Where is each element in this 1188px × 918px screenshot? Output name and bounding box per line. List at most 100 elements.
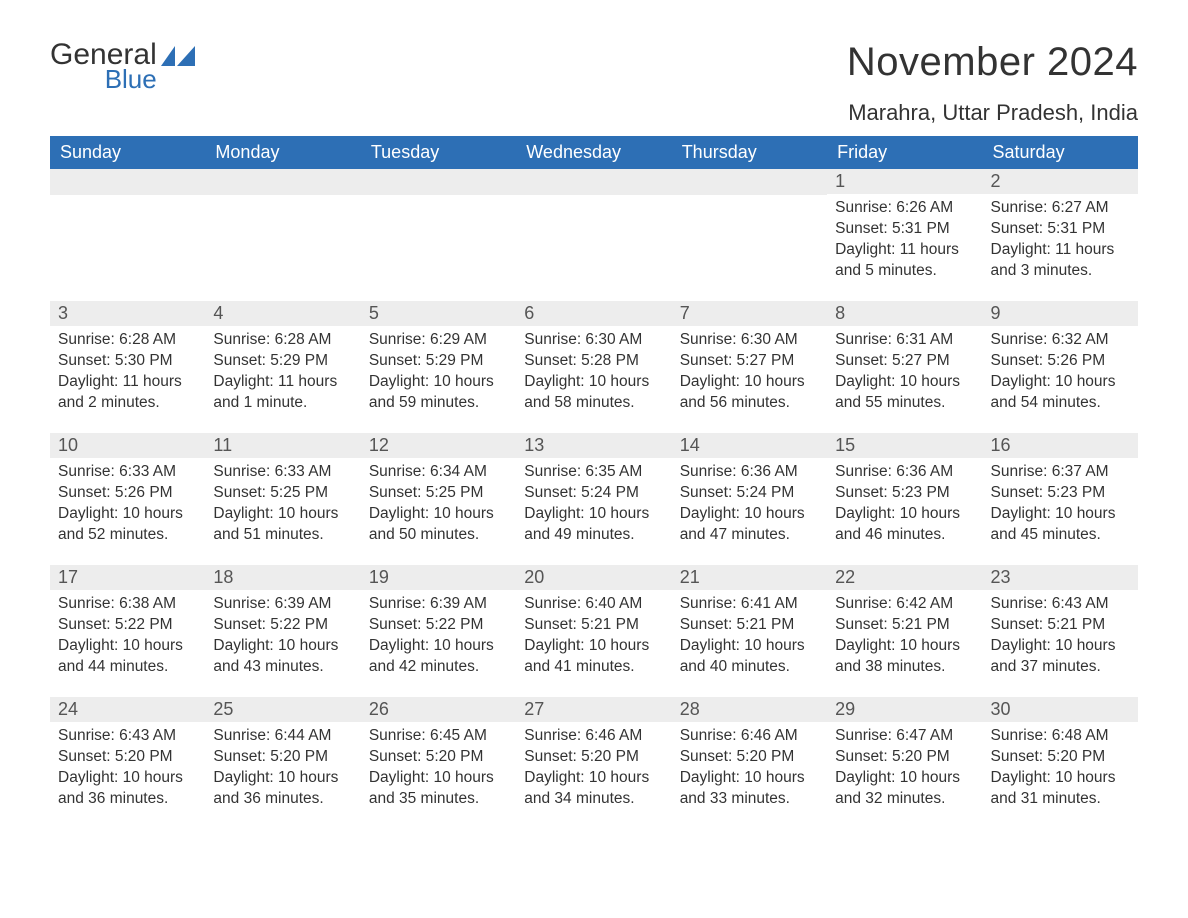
sunset-text: Sunset: 5:31 PM [991,219,1130,240]
week-row: 1Sunrise: 6:26 AMSunset: 5:31 PMDaylight… [50,169,1138,301]
day-cell: 17Sunrise: 6:38 AMSunset: 5:22 PMDayligh… [50,565,205,697]
day-details: Sunrise: 6:27 AMSunset: 5:31 PMDaylight:… [983,194,1138,286]
daylight-text: Daylight: 10 hours and 58 minutes. [524,372,663,414]
day-number: 19 [361,565,516,590]
day-details: Sunrise: 6:37 AMSunset: 5:23 PMDaylight:… [983,458,1138,550]
sunrise-text: Sunrise: 6:29 AM [369,330,508,351]
sunset-text: Sunset: 5:20 PM [369,747,508,768]
day-details: Sunrise: 6:43 AMSunset: 5:20 PMDaylight:… [50,722,205,814]
sunrise-text: Sunrise: 6:33 AM [58,462,197,483]
sunrise-text: Sunrise: 6:47 AM [835,726,974,747]
day-number [516,169,671,195]
day-number: 10 [50,433,205,458]
day-details [205,195,360,275]
sunset-text: Sunset: 5:21 PM [991,615,1130,636]
day-details: Sunrise: 6:46 AMSunset: 5:20 PMDaylight:… [672,722,827,814]
day-cell: 11Sunrise: 6:33 AMSunset: 5:25 PMDayligh… [205,433,360,565]
sunrise-text: Sunrise: 6:28 AM [58,330,197,351]
daylight-text: Daylight: 10 hours and 38 minutes. [835,636,974,678]
day-details: Sunrise: 6:44 AMSunset: 5:20 PMDaylight:… [205,722,360,814]
day-details: Sunrise: 6:30 AMSunset: 5:27 PMDaylight:… [672,326,827,418]
daylight-text: Daylight: 10 hours and 31 minutes. [991,768,1130,810]
day-number: 11 [205,433,360,458]
day-details: Sunrise: 6:47 AMSunset: 5:20 PMDaylight:… [827,722,982,814]
day-cell: 5Sunrise: 6:29 AMSunset: 5:29 PMDaylight… [361,301,516,433]
day-cell: 15Sunrise: 6:36 AMSunset: 5:23 PMDayligh… [827,433,982,565]
day-details: Sunrise: 6:33 AMSunset: 5:26 PMDaylight:… [50,458,205,550]
weekday-header: Sunday [50,136,205,169]
sunset-text: Sunset: 5:29 PM [213,351,352,372]
sunrise-text: Sunrise: 6:48 AM [991,726,1130,747]
day-details: Sunrise: 6:31 AMSunset: 5:27 PMDaylight:… [827,326,982,418]
day-details: Sunrise: 6:39 AMSunset: 5:22 PMDaylight:… [205,590,360,682]
daylight-text: Daylight: 10 hours and 32 minutes. [835,768,974,810]
sunset-text: Sunset: 5:26 PM [991,351,1130,372]
day-number: 21 [672,565,827,590]
day-number: 22 [827,565,982,590]
day-cell: 23Sunrise: 6:43 AMSunset: 5:21 PMDayligh… [983,565,1138,697]
sunset-text: Sunset: 5:20 PM [835,747,974,768]
day-number: 9 [983,301,1138,326]
day-details: Sunrise: 6:29 AMSunset: 5:29 PMDaylight:… [361,326,516,418]
day-cell: 26Sunrise: 6:45 AMSunset: 5:20 PMDayligh… [361,697,516,829]
daylight-text: Daylight: 10 hours and 36 minutes. [213,768,352,810]
day-cell: 22Sunrise: 6:42 AMSunset: 5:21 PMDayligh… [827,565,982,697]
location: Marahra, Uttar Pradesh, India [50,100,1138,126]
day-cell: 3Sunrise: 6:28 AMSunset: 5:30 PMDaylight… [50,301,205,433]
weekday-header: Friday [827,136,982,169]
day-details [672,195,827,275]
sunset-text: Sunset: 5:20 PM [213,747,352,768]
day-cell: 14Sunrise: 6:36 AMSunset: 5:24 PMDayligh… [672,433,827,565]
day-details: Sunrise: 6:32 AMSunset: 5:26 PMDaylight:… [983,326,1138,418]
day-details: Sunrise: 6:46 AMSunset: 5:20 PMDaylight:… [516,722,671,814]
daylight-text: Daylight: 10 hours and 54 minutes. [991,372,1130,414]
day-number: 23 [983,565,1138,590]
day-cell: 16Sunrise: 6:37 AMSunset: 5:23 PMDayligh… [983,433,1138,565]
weekday-header: Tuesday [361,136,516,169]
sunset-text: Sunset: 5:23 PM [835,483,974,504]
sunrise-text: Sunrise: 6:39 AM [213,594,352,615]
daylight-text: Daylight: 10 hours and 41 minutes. [524,636,663,678]
day-cell: 10Sunrise: 6:33 AMSunset: 5:26 PMDayligh… [50,433,205,565]
daylight-text: Daylight: 10 hours and 55 minutes. [835,372,974,414]
sunrise-text: Sunrise: 6:41 AM [680,594,819,615]
sunset-text: Sunset: 5:29 PM [369,351,508,372]
daylight-text: Daylight: 10 hours and 49 minutes. [524,504,663,546]
daylight-text: Daylight: 10 hours and 56 minutes. [680,372,819,414]
day-details: Sunrise: 6:26 AMSunset: 5:31 PMDaylight:… [827,194,982,286]
day-details [361,195,516,275]
sunrise-text: Sunrise: 6:28 AM [213,330,352,351]
day-cell: 21Sunrise: 6:41 AMSunset: 5:21 PMDayligh… [672,565,827,697]
day-cell: 18Sunrise: 6:39 AMSunset: 5:22 PMDayligh… [205,565,360,697]
daylight-text: Daylight: 10 hours and 50 minutes. [369,504,508,546]
day-details: Sunrise: 6:28 AMSunset: 5:29 PMDaylight:… [205,326,360,418]
sunrise-text: Sunrise: 6:27 AM [991,198,1130,219]
daylight-text: Daylight: 10 hours and 44 minutes. [58,636,197,678]
sunrise-text: Sunrise: 6:33 AM [213,462,352,483]
header: General Blue November 2024 [50,40,1138,92]
sunrise-text: Sunrise: 6:38 AM [58,594,197,615]
day-details: Sunrise: 6:42 AMSunset: 5:21 PMDaylight:… [827,590,982,682]
empty-day-cell [205,169,360,301]
day-number: 28 [672,697,827,722]
day-details: Sunrise: 6:39 AMSunset: 5:22 PMDaylight:… [361,590,516,682]
daylight-text: Daylight: 10 hours and 51 minutes. [213,504,352,546]
day-details: Sunrise: 6:34 AMSunset: 5:25 PMDaylight:… [361,458,516,550]
sunrise-text: Sunrise: 6:44 AM [213,726,352,747]
sunset-text: Sunset: 5:22 PM [213,615,352,636]
daylight-text: Daylight: 11 hours and 3 minutes. [991,240,1130,282]
sunrise-text: Sunrise: 6:46 AM [680,726,819,747]
sunset-text: Sunset: 5:24 PM [524,483,663,504]
daylight-text: Daylight: 10 hours and 46 minutes. [835,504,974,546]
day-number: 17 [50,565,205,590]
sunset-text: Sunset: 5:27 PM [680,351,819,372]
weekday-header: Monday [205,136,360,169]
sunset-text: Sunset: 5:20 PM [58,747,197,768]
sunrise-text: Sunrise: 6:35 AM [524,462,663,483]
sunrise-text: Sunrise: 6:32 AM [991,330,1130,351]
day-number [672,169,827,195]
day-cell: 1Sunrise: 6:26 AMSunset: 5:31 PMDaylight… [827,169,982,301]
sunrise-text: Sunrise: 6:39 AM [369,594,508,615]
day-cell: 6Sunrise: 6:30 AMSunset: 5:28 PMDaylight… [516,301,671,433]
sunrise-text: Sunrise: 6:43 AM [58,726,197,747]
